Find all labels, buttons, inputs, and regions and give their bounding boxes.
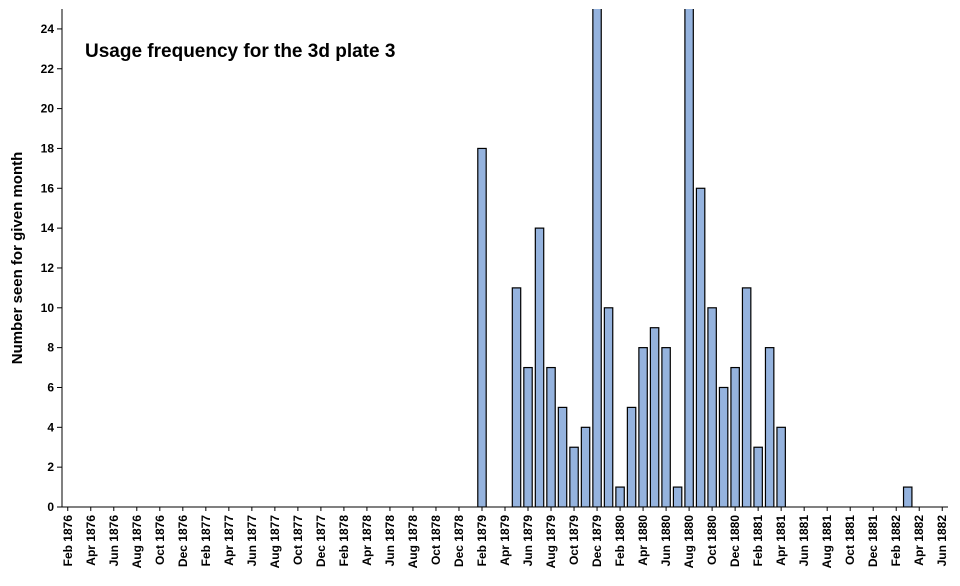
bar xyxy=(707,307,717,507)
x-tick-label: Jun 1877 xyxy=(245,515,259,567)
bar xyxy=(661,347,671,507)
bar xyxy=(741,287,752,507)
x-tick-label: Feb 1880 xyxy=(613,515,627,567)
bar xyxy=(764,347,775,507)
bar xyxy=(626,406,637,507)
bar xyxy=(546,366,556,507)
bar xyxy=(615,486,625,507)
bar xyxy=(557,406,568,507)
x-tick-label: Feb 1882 xyxy=(889,515,903,567)
x-tick-label: Apr 1879 xyxy=(498,515,512,566)
bar xyxy=(638,347,648,507)
x-tick-label: Feb 1879 xyxy=(475,515,489,567)
bar xyxy=(580,426,591,507)
y-tick-label: 2 xyxy=(47,460,54,474)
x-tick-label: Apr 1877 xyxy=(222,515,236,566)
bar xyxy=(523,366,533,507)
x-tick-label: Jun 1881 xyxy=(797,515,811,567)
x-tick-label: Aug 1878 xyxy=(406,515,420,569)
bar xyxy=(511,287,522,507)
x-tick-label: Apr 1882 xyxy=(912,515,926,566)
bar xyxy=(776,426,786,507)
y-tick-label: 22 xyxy=(41,62,55,76)
y-tick-label: 10 xyxy=(41,301,55,315)
x-tick-label: Oct 1877 xyxy=(291,515,305,565)
x-tick-label: Aug 1879 xyxy=(544,515,558,569)
x-tick-label: Aug 1877 xyxy=(268,515,282,569)
bar xyxy=(592,9,602,507)
x-tick-label: Aug 1876 xyxy=(130,515,144,569)
x-tick-label: Apr 1880 xyxy=(636,515,650,566)
bar xyxy=(603,307,614,507)
x-tick-label: Jun 1878 xyxy=(383,515,397,567)
bar xyxy=(649,327,660,507)
y-tick-label: 18 xyxy=(41,141,55,155)
y-axis-label: Number seen for given month xyxy=(9,152,26,365)
y-tick-label: 16 xyxy=(41,181,55,195)
x-tick-label: Oct 1878 xyxy=(429,515,443,565)
y-tick-label: 20 xyxy=(41,102,55,116)
x-tick-label: Aug 1881 xyxy=(820,515,834,569)
x-tick-label: Apr 1881 xyxy=(774,515,788,566)
x-tick-label: Dec 1879 xyxy=(590,515,604,567)
x-tick-label: Apr 1878 xyxy=(360,515,374,566)
x-tick-label: Jun 1876 xyxy=(107,515,121,567)
chart-title: Usage frequency for the 3d plate 3 xyxy=(85,41,395,62)
x-tick-label: Dec 1877 xyxy=(314,515,328,567)
bar xyxy=(477,147,487,507)
bar xyxy=(902,486,913,507)
y-tick-label: 14 xyxy=(41,221,55,235)
x-tick-label: Jun 1882 xyxy=(935,515,949,567)
x-tick-label: Dec 1881 xyxy=(866,515,880,567)
bars xyxy=(477,9,913,507)
x-tick-label: Oct 1876 xyxy=(153,515,167,565)
y-tick-label: 4 xyxy=(47,420,54,434)
y-tick-label: 24 xyxy=(41,22,55,36)
x-tick-label: Apr 1876 xyxy=(84,515,98,566)
bar xyxy=(695,187,706,507)
y-tick-label: 6 xyxy=(47,380,54,394)
x-tick-label: Jun 1880 xyxy=(659,515,673,567)
x-tick-label: Aug 1880 xyxy=(682,515,696,569)
bar xyxy=(730,366,740,507)
x-tick-label: Oct 1880 xyxy=(705,515,719,565)
x-tick-label: Feb 1881 xyxy=(751,515,765,567)
bar xyxy=(718,386,729,507)
y-tick-label: 0 xyxy=(47,500,54,514)
y-tick-label: 8 xyxy=(47,341,54,355)
bar xyxy=(672,486,683,507)
x-tick-label: Feb 1876 xyxy=(61,515,75,567)
x-tick-label: Dec 1878 xyxy=(452,515,466,567)
x-tick-label: Oct 1879 xyxy=(567,515,581,565)
x-tick-label: Dec 1880 xyxy=(728,515,742,567)
bar xyxy=(753,446,763,507)
x-tick-label: Jun 1879 xyxy=(521,515,535,567)
x-tick-label: Oct 1881 xyxy=(843,515,857,565)
x-tick-label: Feb 1878 xyxy=(337,515,351,567)
y-tick-label: 12 xyxy=(41,261,55,275)
bar xyxy=(534,227,545,507)
bar xyxy=(569,446,579,507)
bar xyxy=(684,9,694,507)
x-tick-label: Feb 1877 xyxy=(199,515,213,567)
x-tick-label: Dec 1876 xyxy=(176,515,190,567)
